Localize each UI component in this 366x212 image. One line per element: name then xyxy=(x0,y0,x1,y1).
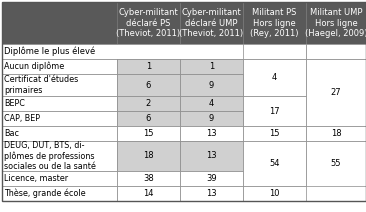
Bar xyxy=(2,59,117,74)
Bar xyxy=(2,111,117,126)
Bar xyxy=(180,59,243,74)
Text: 4: 4 xyxy=(272,73,277,82)
Bar xyxy=(117,141,180,171)
Bar xyxy=(243,141,306,186)
Text: 38: 38 xyxy=(143,174,154,183)
Bar xyxy=(2,2,117,44)
Bar xyxy=(180,111,243,126)
Text: 54: 54 xyxy=(269,159,280,168)
Bar xyxy=(180,74,243,96)
Text: 2: 2 xyxy=(146,99,151,108)
Text: 1: 1 xyxy=(146,62,151,71)
Bar xyxy=(2,96,117,111)
Text: 6: 6 xyxy=(146,114,151,123)
Bar xyxy=(306,2,366,44)
Text: Licence, master: Licence, master xyxy=(4,174,68,183)
Text: 9: 9 xyxy=(209,114,214,123)
Text: 39: 39 xyxy=(206,174,217,183)
Text: Aucun diplôme: Aucun diplôme xyxy=(4,62,64,71)
Text: CAP, BEP: CAP, BEP xyxy=(4,114,40,123)
Text: 9: 9 xyxy=(209,81,214,89)
Bar xyxy=(243,59,306,96)
Bar xyxy=(2,74,117,96)
Bar xyxy=(2,44,366,59)
Bar xyxy=(306,44,366,59)
Text: Certificat d'études
primaires: Certificat d'études primaires xyxy=(4,75,78,95)
Bar xyxy=(306,141,366,186)
Bar xyxy=(243,44,306,59)
Text: DEUG, DUT, BTS, di-
plômes de professions
sociales ou de la santé: DEUG, DUT, BTS, di- plômes de profession… xyxy=(4,141,96,171)
Text: 17: 17 xyxy=(269,106,280,116)
Bar xyxy=(2,126,117,141)
Text: Cyber-militant
déclaré PS
(Theviot, 2011): Cyber-militant déclaré PS (Theviot, 2011… xyxy=(116,8,180,38)
Bar xyxy=(180,96,243,111)
Bar xyxy=(117,111,180,126)
Bar xyxy=(180,186,243,201)
Text: 10: 10 xyxy=(269,189,280,198)
Bar xyxy=(2,171,117,186)
Bar xyxy=(117,171,180,186)
Bar xyxy=(117,96,180,111)
Text: 6: 6 xyxy=(146,81,151,89)
Text: 4: 4 xyxy=(209,99,214,108)
Text: 14: 14 xyxy=(143,189,154,198)
Bar xyxy=(117,126,180,141)
Bar xyxy=(180,2,243,44)
Bar xyxy=(117,186,180,201)
Text: Cyber-militant
déclaré UMP
(Theviot, 2011): Cyber-militant déclaré UMP (Theviot, 201… xyxy=(179,8,243,38)
Text: Militant PS
Hors ligne
(Rey, 2011): Militant PS Hors ligne (Rey, 2011) xyxy=(250,8,299,38)
Bar xyxy=(180,141,243,171)
Text: Militant UMP
Hors ligne
(Haegel, 2009): Militant UMP Hors ligne (Haegel, 2009) xyxy=(305,8,366,38)
Bar xyxy=(243,126,306,141)
Text: Diplôme le plus élevé: Diplôme le plus élevé xyxy=(4,47,95,56)
Bar xyxy=(243,96,306,126)
Bar xyxy=(180,126,243,141)
Bar xyxy=(306,126,366,141)
Bar xyxy=(243,186,306,201)
Text: 13: 13 xyxy=(206,129,217,138)
Text: 18: 18 xyxy=(143,152,154,160)
Text: Thèse, grande école: Thèse, grande école xyxy=(4,189,86,198)
Bar xyxy=(117,74,180,96)
Text: Bac: Bac xyxy=(4,129,19,138)
Bar xyxy=(2,141,117,171)
Bar xyxy=(2,186,117,201)
Text: 13: 13 xyxy=(206,189,217,198)
Text: 15: 15 xyxy=(269,129,280,138)
Text: 13: 13 xyxy=(206,152,217,160)
Bar xyxy=(243,2,306,44)
Text: 27: 27 xyxy=(331,88,341,97)
Text: 1: 1 xyxy=(209,62,214,71)
Bar xyxy=(117,2,180,44)
Text: 18: 18 xyxy=(331,129,341,138)
Bar xyxy=(306,59,366,126)
Bar xyxy=(117,59,180,74)
Text: BEPC: BEPC xyxy=(4,99,25,108)
Text: 55: 55 xyxy=(331,159,341,168)
Bar xyxy=(180,171,243,186)
Text: 15: 15 xyxy=(143,129,154,138)
